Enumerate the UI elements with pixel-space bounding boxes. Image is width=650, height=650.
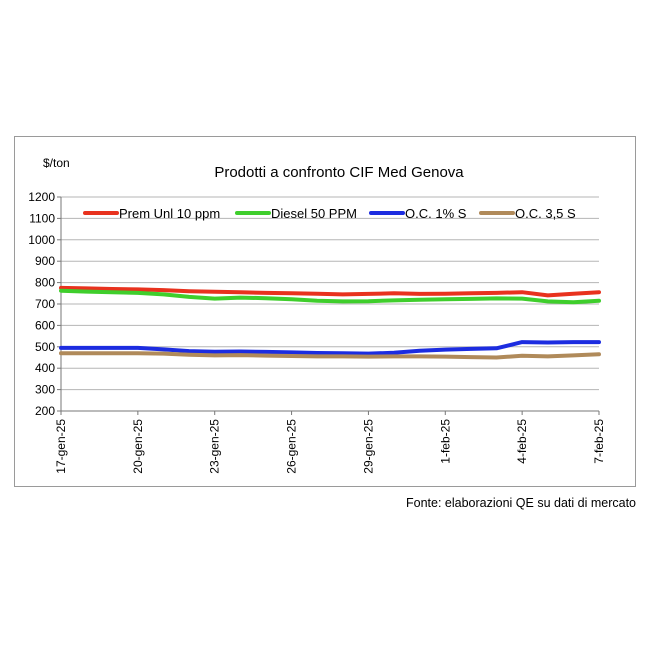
x-tick-label: 17-gen-25 — [54, 419, 68, 474]
y-tick-label: 1100 — [29, 211, 55, 225]
y-tick-label: 500 — [35, 340, 55, 354]
y-tick-label: 1000 — [28, 233, 55, 247]
y-tick-label: 900 — [35, 254, 55, 268]
x-tick-label: 7-feb-25 — [592, 419, 606, 464]
legend-label: Diesel 50 PPM — [271, 206, 357, 221]
y-tick-label: 1200 — [28, 190, 55, 204]
y-tick-label: 200 — [35, 404, 55, 418]
x-tick-label: 20-gen-25 — [131, 419, 145, 474]
series-line — [59, 340, 601, 356]
x-tick-label: 4-feb-25 — [515, 419, 529, 464]
legend-label: O.C. 3,5 S — [515, 206, 576, 221]
y-tick-label: 300 — [35, 383, 55, 397]
y-tick-label: 400 — [35, 361, 55, 375]
y-tick-label: 800 — [35, 276, 55, 290]
x-tick-label: 1-feb-25 — [438, 419, 452, 464]
y-axis-label: $/ton — [43, 156, 70, 170]
x-tick-label: 26-gen-25 — [285, 419, 299, 474]
x-tick-label: 29-gen-25 — [361, 419, 375, 474]
legend-label: O.C. 1% S — [405, 206, 467, 221]
series-line — [59, 285, 601, 298]
legend-label: Prem Unl 10 ppm — [119, 206, 220, 221]
y-tick-label: 700 — [35, 297, 55, 311]
series-line — [59, 288, 601, 305]
chart-title: Prodotti a confronto CIF Med Genova — [214, 164, 464, 181]
chart-frame: Prodotti a confronto CIF Med Genova $/ton… — [14, 136, 636, 487]
x-tick-label: 23-gen-25 — [208, 419, 222, 474]
y-tick-label: 600 — [35, 318, 55, 332]
source-note: Fonte: elaborazioni QE su dati di mercat… — [406, 496, 636, 510]
line-chart: Prodotti a confronto CIF Med Genova $/ton… — [28, 156, 606, 474]
series-line — [59, 351, 601, 360]
